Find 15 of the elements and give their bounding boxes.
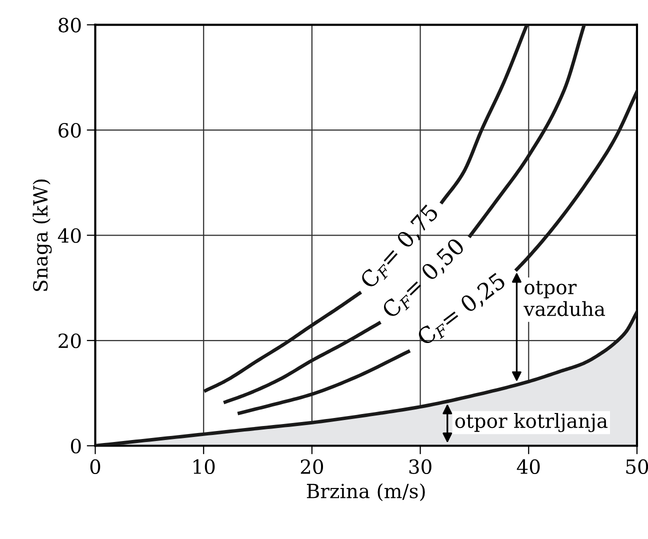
- y-tick-label: 60: [58, 122, 81, 138]
- y-tick-label: 80: [58, 18, 81, 32]
- y-tick-label: 20: [58, 333, 81, 348]
- y-tick-label: 0: [70, 438, 81, 454]
- x-tick-label: 10: [194, 459, 215, 474]
- x-tick-label: 20: [300, 459, 324, 474]
- x-tick-label: 0: [90, 459, 100, 474]
- annotation: otpor kotrljanja: [455, 413, 608, 432]
- x-tick-label: 30: [409, 459, 432, 474]
- y-axis-title: Snaga (kW): [32, 180, 52, 291]
- x-tick-label: 50: [626, 459, 648, 474]
- x-tick-label: 40: [516, 459, 540, 474]
- annotation: otpor vazduha: [524, 280, 606, 316]
- y-tick-label: 40: [58, 228, 81, 243]
- x-axis-title: Brzina (m/s): [306, 483, 425, 502]
